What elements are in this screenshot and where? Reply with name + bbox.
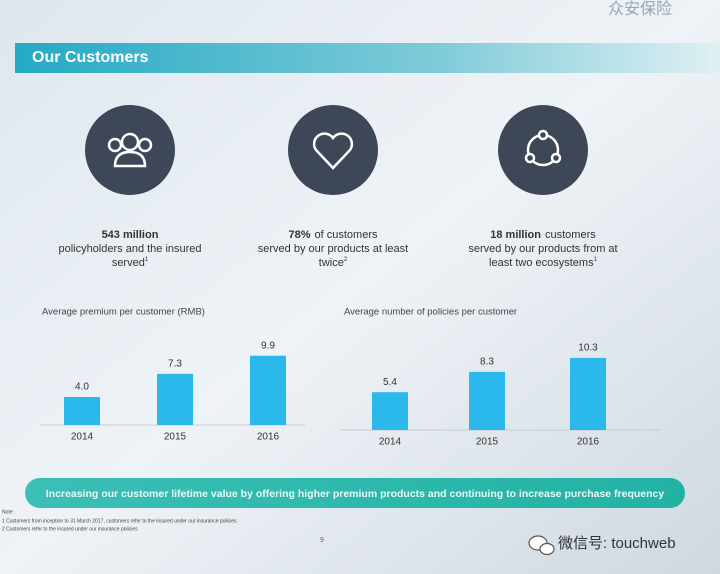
- value-label: 8.3: [480, 357, 494, 368]
- stat-highlight: 78%: [289, 229, 311, 241]
- footnote: 2 Customers refer to the insured under o…: [2, 526, 138, 532]
- stat-highlight: 18 million: [490, 229, 541, 241]
- stat-line: least two ecosystems1: [489, 257, 598, 269]
- bar: [64, 397, 100, 425]
- banner-text: Increasing our customer lifetime value b…: [46, 488, 665, 500]
- icons: [85, 105, 588, 195]
- icon-circle: [288, 105, 378, 195]
- icon-heart: [312, 132, 354, 170]
- stat-text: least two ecosystems: [489, 257, 594, 269]
- x-tick-label: 2016: [577, 437, 600, 448]
- value-label: 4.0: [75, 382, 89, 393]
- x-tick-label: 2014: [379, 437, 402, 448]
- icon-person: [137, 137, 153, 153]
- bar: [570, 357, 606, 430]
- footnote: Note:: [2, 509, 14, 515]
- stat-note: 2: [344, 257, 348, 263]
- page-number: 9: [320, 537, 324, 544]
- stat-text: served: [112, 257, 145, 269]
- bar: [372, 392, 408, 430]
- x-tick-label: 2014: [71, 432, 94, 443]
- stat-text: of customers: [315, 229, 378, 241]
- stat-line: 18 million customers: [490, 229, 596, 241]
- value-label: 5.4: [383, 377, 397, 388]
- stat-line: served by our products from at: [468, 243, 617, 255]
- bar: [469, 371, 505, 430]
- stat-line: twice2: [319, 257, 348, 269]
- stat-line: served by our products at least: [258, 243, 408, 255]
- stat-line: 543 million: [102, 229, 159, 241]
- stat-note: 1: [594, 257, 598, 263]
- stat-highlight: 543 million: [102, 229, 159, 241]
- icon-node: [537, 129, 549, 141]
- wechat-bubble: [539, 542, 555, 556]
- watermark: 微信号: touchweb: [558, 535, 676, 552]
- header-title: Our Customers: [32, 49, 149, 66]
- chart-title: Average number of policies per customer: [344, 307, 517, 318]
- icon-person: [113, 150, 147, 168]
- bar: [157, 373, 193, 425]
- stat-line: policyholders and the insured: [58, 243, 201, 255]
- stat-line: 78% of customers: [289, 229, 378, 241]
- stat-text: served by our products at least: [258, 243, 408, 255]
- stat-note: 1: [145, 257, 149, 263]
- bar: [250, 355, 286, 425]
- watermark-icon: [528, 535, 555, 556]
- icon-person: [107, 137, 123, 153]
- icon-person: [120, 132, 140, 152]
- icon-node: [550, 152, 562, 164]
- x-tick-label: 2015: [476, 437, 499, 448]
- x-tick-label: 2016: [257, 432, 280, 443]
- stat-text: customers: [545, 229, 596, 241]
- header-bar: [15, 43, 720, 73]
- x-tick-label: 2015: [164, 432, 187, 443]
- chart-title: Average premium per customer (RMB): [42, 307, 205, 318]
- value-label: 10.3: [578, 343, 598, 354]
- stat-text: policyholders and the insured: [58, 243, 201, 255]
- icon-node: [524, 152, 536, 164]
- banner: [25, 478, 685, 508]
- icon-circle: [498, 105, 588, 195]
- stat-line: served1: [112, 257, 149, 269]
- logo: 众安保险: [608, 0, 672, 18]
- stat-text: twice: [319, 257, 344, 269]
- value-label: 7.3: [168, 359, 182, 370]
- stat-text: served by our products from at: [468, 243, 617, 255]
- value-label: 9.9: [261, 340, 275, 351]
- footnote: 1 Customers from inception to 31 March 2…: [2, 518, 237, 524]
